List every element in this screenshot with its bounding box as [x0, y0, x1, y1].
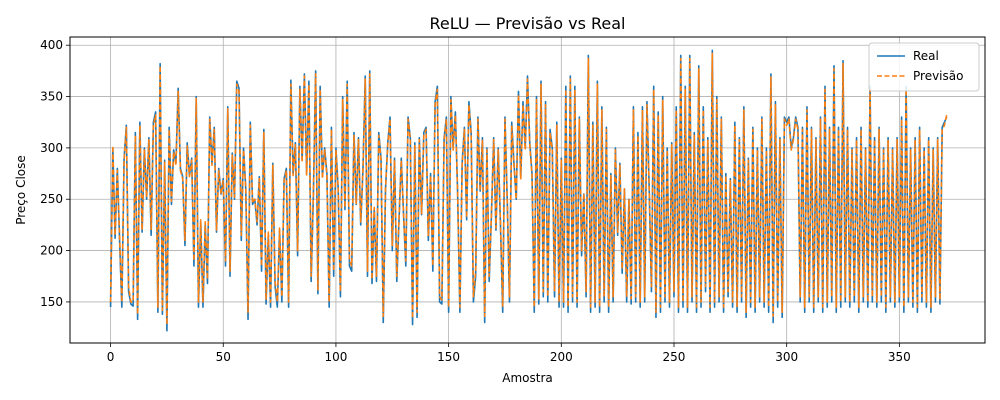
axis-ticks: 0 50 100 150 200 250 300 350 150 200 250 300 350 400: [40, 38, 911, 364]
x-axis-label: Amostra: [502, 371, 552, 385]
x-tick-label: 350: [888, 350, 911, 364]
legend: Real Previsão: [868, 42, 980, 92]
x-tick-label: 50: [216, 350, 231, 364]
y-tick-label: 350: [40, 90, 63, 104]
chart-title: ReLU — Previsão vs Real: [430, 14, 626, 33]
y-tick-label: 150: [40, 295, 63, 309]
y-axis-label: Preço Close: [14, 155, 28, 225]
legend-label: Real: [913, 49, 939, 63]
x-tick-label: 250: [663, 350, 686, 364]
y-tick-label: 300: [40, 141, 63, 155]
x-tick-label: 300: [775, 350, 798, 364]
x-tick-label: 100: [324, 350, 347, 364]
x-tick-label: 200: [550, 350, 573, 364]
plot-frame: [69, 36, 986, 344]
y-tick-label: 400: [40, 38, 63, 52]
x-tick-label: 150: [437, 350, 460, 364]
x-tick-label: 0: [107, 350, 115, 364]
y-tick-label: 250: [40, 192, 63, 206]
series-lines: [109, 49, 948, 332]
series-line-previsao: [109, 52, 948, 326]
legend-label: Previsão: [913, 69, 963, 83]
legend-box: [868, 42, 980, 92]
y-tick-label: 200: [40, 244, 63, 258]
